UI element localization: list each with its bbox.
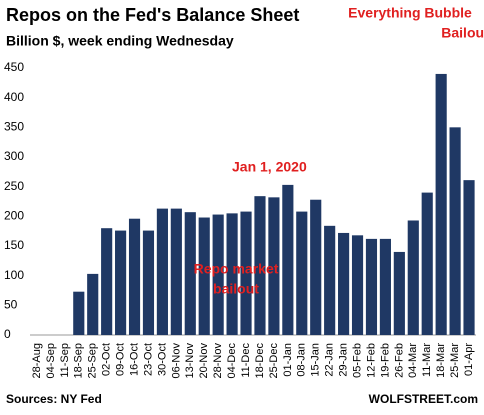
x-tick-label: 25-Sep [87,343,99,378]
x-tick-label: 28-Aug [31,343,43,378]
bar [156,208,168,335]
annotation: bailout [213,281,259,297]
bar [421,192,433,335]
x-tick-label: 06-Nov [170,343,182,379]
y-tick-label: 200 [4,209,24,223]
y-tick-label: 0 [4,327,11,341]
bar [240,211,252,335]
x-tick-label: 05-Feb [351,343,363,378]
bar [101,228,113,335]
y-tick-label: 300 [4,149,24,163]
x-tick-label: 04-Dec [226,343,238,379]
bar [226,213,238,335]
x-tick-label: 28-Nov [212,343,224,379]
x-tick-label: 02-Oct [101,343,113,376]
bar [198,217,210,335]
bar [212,214,224,335]
x-tick-label: 11-Mar [421,343,433,377]
x-tick-label: 23-Oct [142,343,154,376]
y-tick-label: 400 [4,90,24,104]
annotation: Jan 1, 2020 [232,159,307,175]
bar [282,184,294,335]
x-tick-label: 26-Feb [393,343,405,378]
bar [449,127,461,335]
bar [115,230,127,335]
bar [254,196,266,335]
bar [435,73,447,335]
bar [87,273,99,335]
bar [393,251,405,335]
x-tick-label: 11-Dec [240,343,252,378]
x-tick-label: 04-Sep [45,343,57,378]
y-tick-label: 150 [4,238,24,252]
bar [351,235,364,335]
x-tick-label: 08-Jan [296,343,308,377]
annotation: Bailout [441,25,484,41]
brand: WOLFSTREET.com [369,392,478,406]
bar [268,197,280,335]
chart-title: Repos on the Fed's Balance Sheet [6,5,299,25]
x-tick-label: 12-Feb [365,343,377,378]
bar [310,199,322,335]
bar [128,218,141,335]
x-tick-label: 16-Oct [128,343,140,376]
x-tick-label: 13-Nov [184,343,196,379]
x-tick-label: 15-Jan [310,343,322,377]
x-tick-label: 20-Nov [198,343,210,379]
bar [184,212,196,335]
bar [296,211,308,335]
x-tick-label: 25-Mar [449,343,461,378]
bar [170,208,182,335]
bar [338,232,350,335]
x-tick-label: 25-Dec [268,343,280,379]
x-tick-label: 29-Jan [338,343,350,377]
y-tick-label: 250 [4,179,24,193]
x-tick-label: 18-Sep [73,343,85,378]
annotation: Everything Bubble [348,5,472,21]
x-tick-label: 01-Apr [463,343,475,376]
bar [365,238,378,335]
x-tick-label: 01-Jan [282,343,294,377]
x-tick-label: 09-Oct [115,343,127,376]
x-tick-label: 11-Sep [59,343,71,378]
x-tick-label: 18-Mar [435,343,447,378]
bar [324,225,336,335]
x-tick-label: 22-Jan [324,343,336,377]
y-tick-label: 450 [4,60,24,74]
bar [142,230,155,335]
bar [379,238,391,335]
bar [407,220,419,335]
x-tick-label: 18-Dec [254,343,266,379]
x-tick-label: 30-Oct [156,343,168,376]
x-tick-label: 19-Feb [379,343,391,378]
bar [73,291,85,335]
bar [463,180,475,335]
chart-subtitle: Billion $, week ending Wednesday [6,33,234,49]
source: Sources: NY Fed [6,392,102,406]
annotation: Repo market [194,261,279,277]
y-tick-label: 50 [4,298,18,312]
y-tick-label: 100 [4,268,24,282]
x-tick-label: 04-Mar [407,343,419,378]
y-tick-label: 350 [4,120,24,134]
